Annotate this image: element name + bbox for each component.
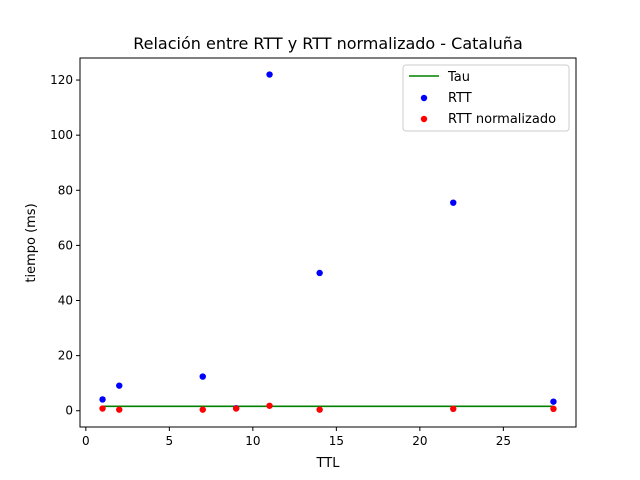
data-point — [99, 405, 106, 412]
y-tick-label: 80 — [58, 183, 73, 197]
x-tick-label: 5 — [166, 434, 174, 448]
chart-title: Relación entre RTT y RTT normalizado - C… — [133, 34, 523, 53]
legend-marker-swatch — [420, 94, 428, 102]
y-tick-label: 0 — [65, 404, 73, 418]
plot-frame — [79, 57, 577, 428]
legend-box — [402, 64, 570, 132]
axes: 0 5 10 15 20 25 0 20 40 60 80 100 120 — [50, 57, 577, 448]
legend-label: RTT normalizado — [448, 112, 556, 127]
data-point — [450, 199, 457, 206]
x-tick-label: 20 — [412, 434, 427, 448]
x-tick-label: 10 — [245, 434, 260, 448]
y-tick-label: 100 — [50, 128, 73, 142]
y-axis-label: tiempo (ms) — [24, 203, 39, 282]
data-point — [266, 71, 273, 78]
legend: Tau RTT RTT normalizado — [402, 64, 570, 132]
data-point — [116, 382, 123, 389]
data-point — [199, 406, 206, 413]
data-point — [99, 396, 106, 403]
y-tick-label: 60 — [58, 238, 73, 252]
x-tick-label: 25 — [496, 434, 511, 448]
data-point — [232, 405, 240, 412]
legend-label: Tau — [447, 70, 470, 85]
data-point — [199, 373, 206, 380]
x-tick-label: 15 — [329, 434, 344, 448]
data-point — [550, 405, 557, 413]
plot-area — [99, 71, 557, 413]
y-tick-label: 20 — [58, 349, 73, 363]
x-tick-label: 0 — [82, 434, 90, 448]
data-point — [316, 406, 323, 413]
y-tick-label: 40 — [58, 294, 73, 308]
data-point — [316, 269, 323, 277]
data-point — [550, 398, 557, 405]
data-point — [116, 406, 123, 413]
data-point — [450, 405, 457, 413]
legend-marker-swatch — [420, 115, 428, 123]
data-point — [266, 402, 273, 409]
x-axis-label: TTL — [316, 456, 341, 471]
y-tick-label: 120 — [50, 73, 73, 87]
legend-label: RTT — [448, 91, 472, 106]
